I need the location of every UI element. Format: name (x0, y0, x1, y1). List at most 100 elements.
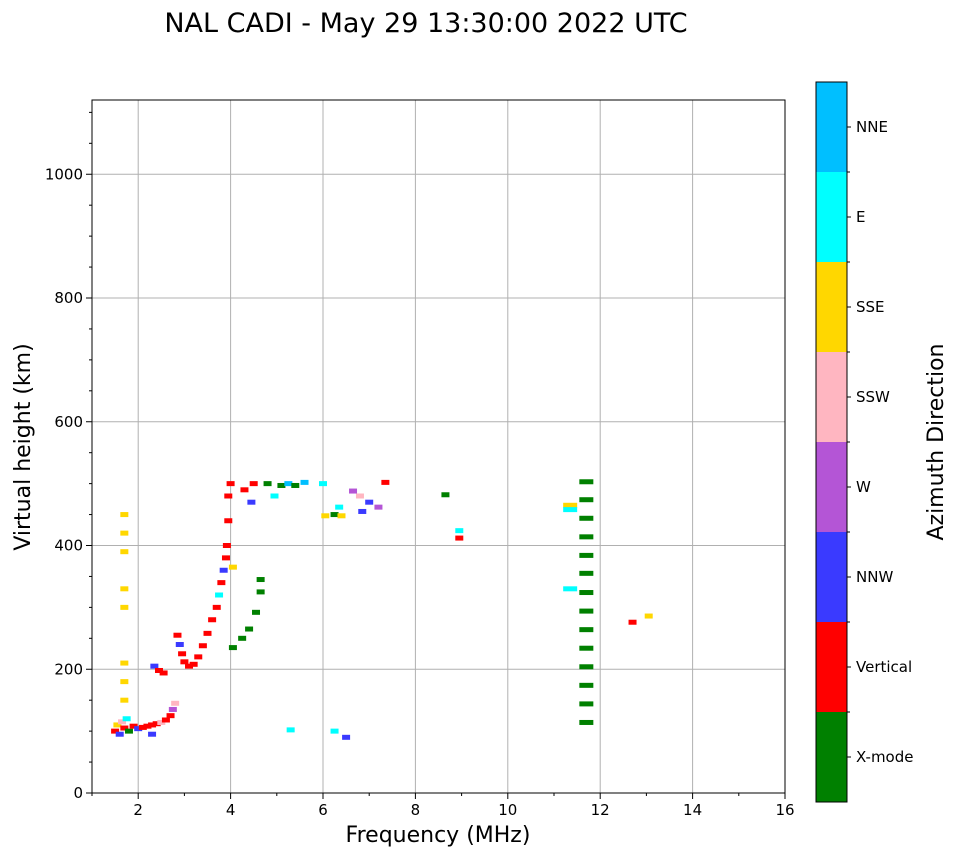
data-point (358, 508, 367, 514)
y-tick-label: 400 (54, 537, 83, 555)
data-point (277, 482, 286, 488)
x-tick-label: 8 (411, 801, 421, 819)
colorbar-swatch (816, 262, 847, 352)
data-point (171, 700, 180, 706)
y-tick-label: 200 (54, 660, 83, 678)
plot-frame (91, 99, 786, 794)
colorbar-swatch (816, 622, 847, 712)
data-point (120, 530, 129, 536)
x-tick-label: 16 (775, 801, 794, 819)
data-point (143, 723, 152, 729)
data-point (148, 731, 157, 737)
data-point (644, 613, 653, 619)
data-point (563, 507, 578, 513)
x-axis-ticks: 2 4 6 8 10 12 14 16 (91, 793, 795, 819)
colorbar-label: Azimuth Direction (924, 343, 949, 540)
data-points (111, 479, 653, 740)
data-point (118, 719, 127, 725)
data-point (579, 534, 594, 540)
data-point (579, 664, 594, 670)
data-point (212, 604, 221, 610)
data-point (579, 497, 594, 503)
data-point (219, 567, 228, 573)
azimuth-colorbar: X-mode Vertical NNW W SSW SSE E NNE (815, 81, 913, 803)
data-point (349, 488, 358, 494)
data-point (111, 728, 120, 734)
data-point (148, 722, 157, 728)
grid-lines (92, 100, 786, 794)
chart-title: NAL CADI - May 29 13:30:00 2022 UTC (164, 8, 687, 39)
data-point (579, 479, 594, 485)
data-point (120, 512, 129, 518)
data-point (291, 482, 300, 488)
data-point (150, 663, 159, 669)
data-point (224, 493, 233, 499)
data-point (168, 706, 177, 712)
data-point (159, 670, 168, 676)
data-point (286, 727, 295, 733)
data-point (120, 549, 129, 555)
data-point (270, 493, 279, 499)
data-point (249, 481, 258, 487)
colorbar-tick-label: X-mode (856, 748, 913, 766)
x-tick-label: 10 (498, 801, 517, 819)
data-point (245, 626, 254, 632)
data-point (455, 535, 464, 541)
data-point (335, 504, 344, 510)
data-point (455, 528, 464, 534)
colorbar-tick-label: E (856, 208, 865, 226)
data-point (256, 589, 265, 595)
x-tick-label: 12 (591, 801, 610, 819)
colorbar-tick-label: SSE (856, 298, 885, 316)
data-point (284, 481, 293, 487)
data-point (120, 697, 129, 703)
colorbar-swatch (816, 442, 847, 532)
colorbar-tick-label: SSW (856, 388, 890, 406)
data-point (579, 701, 594, 707)
data-point (115, 731, 124, 737)
y-tick-label: 600 (54, 413, 83, 431)
y-tick-label: 800 (54, 289, 83, 307)
data-point (579, 570, 594, 576)
x-tick-label: 4 (226, 801, 236, 819)
data-point (337, 513, 346, 519)
data-point (194, 654, 203, 660)
data-point (185, 663, 194, 669)
data-point (365, 499, 374, 505)
data-point (134, 726, 143, 732)
data-point (579, 552, 594, 558)
data-point (579, 590, 594, 596)
data-point (330, 512, 339, 518)
colorbar-swatch (816, 532, 847, 622)
data-point (224, 518, 233, 524)
data-point (129, 723, 138, 729)
data-point (563, 502, 578, 508)
data-point (178, 651, 187, 657)
data-point (579, 719, 594, 725)
data-point (381, 479, 390, 485)
data-point (217, 580, 226, 586)
data-point (228, 564, 237, 570)
data-point (124, 728, 133, 734)
data-point (579, 627, 594, 633)
data-point (374, 504, 383, 510)
data-point (579, 515, 594, 521)
data-point (222, 543, 231, 548)
data-point (215, 592, 224, 598)
colorbar-tick-label: NNW (856, 568, 893, 586)
data-point (563, 586, 578, 592)
colorbar-frame (815, 81, 848, 803)
data-point (221, 555, 230, 561)
data-point (203, 630, 212, 636)
data-point (226, 481, 235, 487)
data-point (152, 721, 161, 727)
data-point (120, 604, 129, 610)
data-point (263, 481, 272, 487)
y-axis-ticks: 0 200 400 600 800 1000 (45, 111, 92, 802)
data-point (175, 642, 184, 647)
x-tick-label: 2 (133, 801, 143, 819)
data-point (628, 619, 637, 625)
data-point (252, 609, 261, 615)
data-point (256, 577, 265, 583)
